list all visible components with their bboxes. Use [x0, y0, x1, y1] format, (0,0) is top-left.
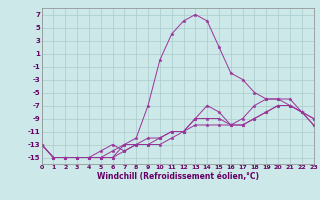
X-axis label: Windchill (Refroidissement éolien,°C): Windchill (Refroidissement éolien,°C): [97, 172, 259, 181]
